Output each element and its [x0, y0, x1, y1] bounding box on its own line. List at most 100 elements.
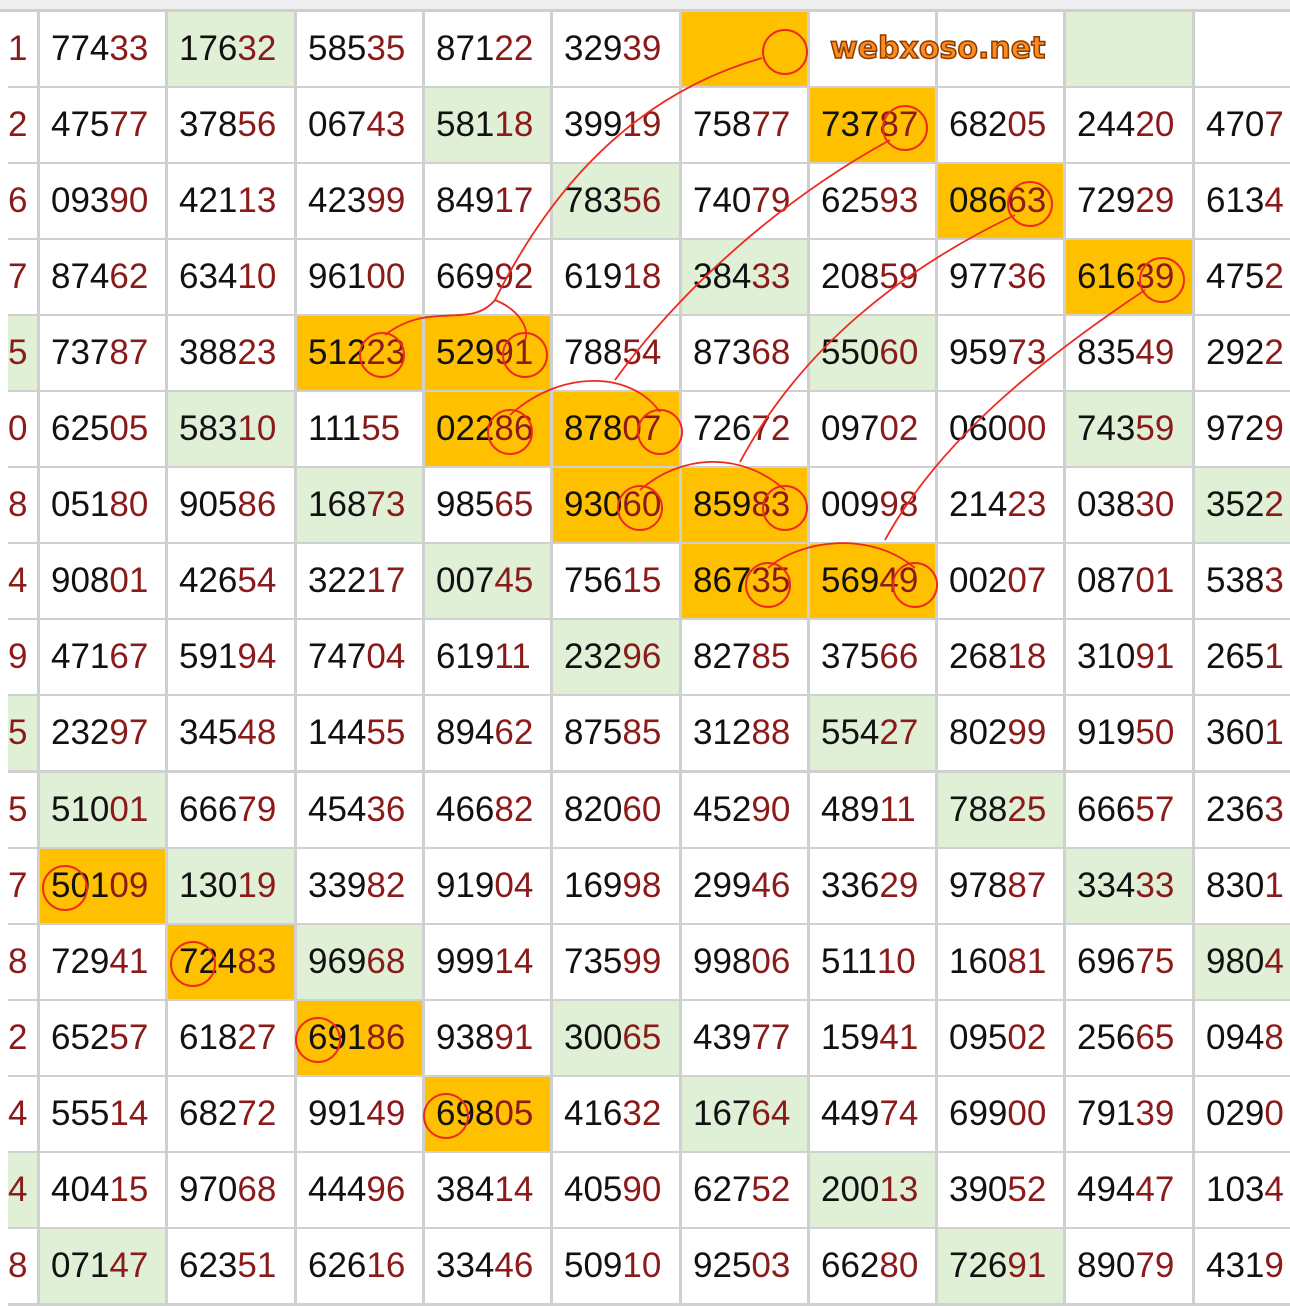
number-tail: 35 [366, 29, 406, 69]
result-cell: 494 47 [1066, 1152, 1195, 1230]
highlighted-result-cell: 529 91 [425, 316, 553, 394]
number-tail: 77 [109, 105, 149, 145]
result-cell: 449 74 [810, 1076, 938, 1154]
number-head: 890 [1077, 1245, 1136, 1285]
result-cell: 978 87 [938, 848, 1066, 926]
number-head: 160 [949, 941, 1008, 981]
number-head: 339 [308, 865, 367, 905]
number-tail: 64 [751, 1093, 791, 1133]
number-head: 360 [1206, 713, 1265, 753]
number-head: 423 [308, 181, 367, 221]
result-cell: 652 57 [40, 1000, 168, 1078]
result-cell: 378 56 [168, 88, 297, 166]
number-head: 905 [179, 485, 238, 525]
number-head: 232 [51, 713, 110, 753]
number-tail: 18 [1007, 637, 1047, 677]
result-cell: 452 90 [682, 772, 810, 850]
number-tail: 52 [751, 1169, 791, 1209]
number-tail: 17 [366, 561, 406, 601]
number-head: 634 [179, 257, 238, 297]
number-tail: 7 [1264, 105, 1284, 145]
number-tail: 3 [1264, 789, 1284, 829]
result-cell: 097 02 [810, 392, 938, 470]
number-head: 830 [1206, 865, 1265, 905]
result-cell: 299 46 [682, 848, 810, 926]
result-cell: 169 98 [553, 848, 682, 926]
number-tail: 91 [494, 333, 534, 373]
number-head: 550 [821, 333, 880, 373]
number-tail: 9 [1264, 1245, 1284, 1285]
highlighted-result-cell: 200 13 [810, 1152, 938, 1230]
highlighted-result-cell: 867 35 [682, 544, 810, 622]
number-head: 729 [1077, 181, 1136, 221]
number-tail: 1 [1264, 637, 1284, 677]
number-tail: 05 [494, 1093, 534, 1133]
number-tail: 59 [879, 257, 919, 297]
result-cell: 613 4 [1195, 164, 1290, 242]
number-tail: 91 [1007, 1245, 1047, 1285]
result-cell: 256 65 [1066, 1000, 1195, 1078]
number-head: 827 [693, 637, 752, 677]
number-tail: 35 [751, 561, 791, 601]
number-tail: 2 [1264, 485, 1284, 525]
number-tail: 97 [109, 713, 149, 753]
number-head: 849 [436, 181, 495, 221]
number-head: 783 [564, 181, 623, 221]
number-tail: 9 [1264, 409, 1284, 449]
number-tail: 86 [237, 485, 277, 525]
number-head: 169 [564, 865, 623, 905]
number-head: 729 [51, 941, 110, 981]
number-tail: 33 [1135, 865, 1175, 905]
number-head: 591 [179, 637, 238, 677]
result-cell [1195, 12, 1290, 90]
number-head: 244 [1077, 105, 1136, 145]
row-index: 2 [8, 1000, 40, 1078]
highlighted-result-cell: 352 2 [1195, 468, 1290, 546]
number-head: 959 [949, 333, 1008, 373]
number-head: 051 [51, 485, 110, 525]
result-cell: 735 99 [553, 924, 682, 1002]
number-tail: 79 [751, 181, 791, 221]
number-head: 930 [564, 485, 623, 525]
number-tail: 05 [1007, 105, 1047, 145]
number-head: 509 [564, 1245, 623, 1285]
result-cell: 666 57 [1066, 772, 1195, 850]
number-tail: 8 [1264, 1017, 1284, 1057]
number-head: 232 [564, 637, 623, 677]
number-head: 970 [179, 1169, 238, 1209]
result-cell: 360 1 [1195, 696, 1290, 774]
number-tail: 77 [751, 105, 791, 145]
number-head: 067 [308, 105, 367, 145]
number-head: 980 [1206, 941, 1265, 981]
number-tail: 72 [237, 1093, 277, 1133]
number-head: 616 [1077, 257, 1136, 297]
result-cell: 475 2 [1195, 240, 1290, 318]
result-cell: 977 36 [938, 240, 1066, 318]
number-head: 265 [1206, 637, 1265, 677]
row-index: 4 [8, 1152, 40, 1230]
number-tail: 86 [494, 409, 534, 449]
number-tail: 1 [1264, 713, 1284, 753]
number-tail: 96 [622, 637, 662, 677]
number-tail: 23 [1007, 485, 1047, 525]
number-tail: 2 [1264, 257, 1284, 297]
number-tail: 18 [622, 257, 662, 297]
result-cell: 345 48 [168, 696, 297, 774]
number-head: 682 [179, 1093, 238, 1133]
number-tail: 14 [494, 941, 534, 981]
number-head: 512 [308, 333, 367, 373]
number-tail: 39 [1135, 257, 1175, 297]
number-tail: 92 [494, 257, 534, 297]
number-tail: 01 [1135, 561, 1175, 601]
number-tail: 33 [109, 29, 149, 69]
highlighted-result-cell: 168 73 [297, 468, 425, 546]
number-tail: 41 [109, 941, 149, 981]
number-tail: 07 [622, 409, 662, 449]
result-cell: 875 85 [553, 696, 682, 774]
number-head: 555 [51, 1093, 110, 1133]
number-tail: 04 [366, 637, 406, 677]
number-head: 352 [1206, 485, 1265, 525]
result-cell: 830 1 [1195, 848, 1290, 926]
result-cell: 820 60 [553, 772, 682, 850]
number-head: 176 [179, 29, 238, 69]
